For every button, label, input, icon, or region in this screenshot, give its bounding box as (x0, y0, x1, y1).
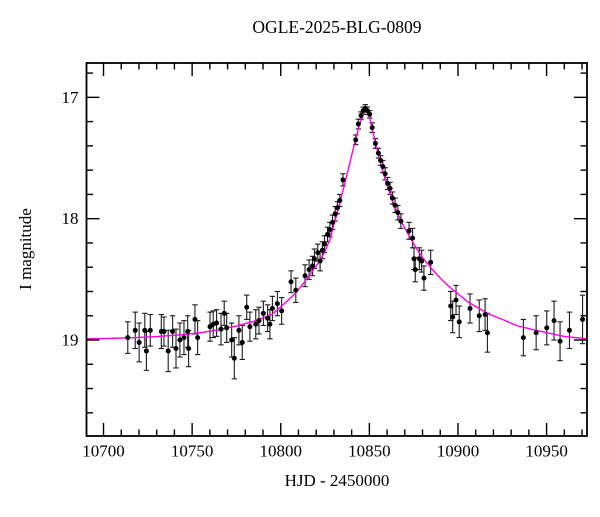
x-tick-label: 10900 (437, 442, 480, 461)
x-tick-label: 10750 (171, 442, 214, 461)
x-tick-label: 10850 (348, 442, 391, 461)
data-points (125, 105, 586, 361)
x-tick-labels: 10700 10750 10800 10850 10900 10950 (82, 442, 568, 461)
error-bars (125, 104, 586, 380)
model-curve (85, 107, 588, 340)
axis-ticks (86, 63, 587, 436)
x-axis-label: HJD - 2450000 (284, 471, 390, 490)
y-tick-label: 19 (62, 331, 79, 350)
chart-title: OGLE-2025-BLG-0809 (252, 17, 422, 37)
plot-frame (85, 62, 588, 437)
x-tick-label: 10800 (259, 442, 302, 461)
y-tick-labels: 17 18 19 (62, 88, 80, 350)
y-axis-label: I magnitude (16, 208, 35, 290)
y-tick-label: 17 (62, 88, 80, 107)
x-tick-label: 10700 (82, 442, 125, 461)
x-tick-label: 10950 (525, 442, 568, 461)
y-tick-label: 18 (62, 209, 79, 228)
